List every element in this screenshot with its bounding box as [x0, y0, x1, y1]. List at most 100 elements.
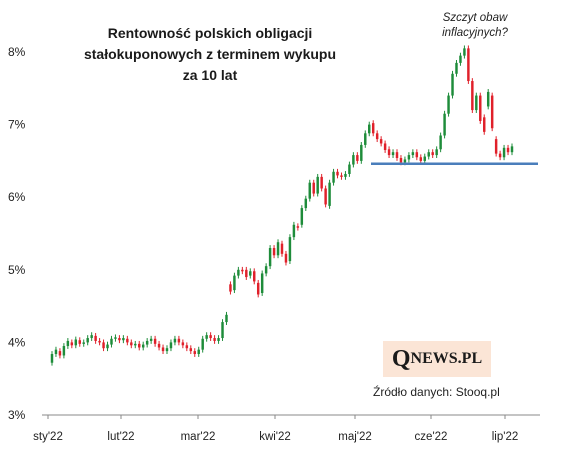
candle-body: [423, 156, 426, 161]
candle-body: [241, 269, 244, 272]
title-line-3: za 10 lat: [182, 67, 238, 83]
x-tick-label: kwi'22: [259, 431, 291, 443]
candle-body: [138, 343, 141, 348]
candle-body: [395, 152, 399, 158]
candle-body: [205, 335, 208, 339]
y-tick-label: 7%: [8, 118, 26, 132]
candle-body: [249, 271, 252, 276]
candle-body: [245, 269, 248, 278]
candle-body: [447, 95, 450, 114]
candle-body: [54, 349, 58, 355]
candle-body: [506, 147, 510, 153]
candle-body: [70, 342, 74, 346]
candle-body: [494, 139, 498, 154]
candle-body: [276, 242, 280, 256]
candle-body: [153, 338, 157, 344]
candle-body: [260, 273, 264, 294]
candle-body: [328, 182, 331, 206]
candle-body: [403, 159, 407, 163]
candle-body: [383, 143, 387, 151]
candle-body: [74, 339, 78, 346]
candle-body: [316, 176, 319, 194]
candle-body: [348, 164, 351, 174]
candle-body: [106, 344, 109, 349]
candle-body: [221, 322, 224, 339]
candle-body: [161, 347, 165, 352]
x-tick-label: mar'22: [181, 431, 216, 443]
candle-body: [443, 113, 446, 136]
candle-body: [312, 182, 315, 194]
chart-title: Rentowność polskich obligacji stałokupon…: [60, 23, 360, 86]
x-tick-label: sty'22: [33, 431, 63, 443]
candle-body: [459, 55, 462, 63]
candlestick-series: [50, 45, 514, 366]
candle-body: [368, 124, 371, 134]
candle-body: [471, 81, 474, 111]
candle-body: [82, 342, 85, 344]
candle-body: [253, 271, 256, 282]
candle-body: [288, 237, 292, 262]
candle-body: [399, 157, 403, 163]
candle-body: [490, 95, 494, 129]
y-tick-label: 5%: [8, 263, 26, 277]
candle-body: [264, 266, 268, 274]
y-tick-label: 4%: [8, 335, 26, 349]
candle-body: [189, 348, 193, 352]
candle-body: [102, 342, 105, 349]
candle-body: [336, 171, 339, 176]
candle-body: [50, 354, 54, 363]
candle-body: [169, 342, 173, 349]
candle-body: [134, 343, 137, 346]
candle-body: [145, 340, 149, 345]
y-tick-label: 6%: [8, 190, 26, 204]
candle-body: [280, 243, 284, 254]
candle-body: [419, 157, 423, 161]
candle-body: [225, 314, 228, 323]
candle-body: [165, 348, 169, 352]
candle-body: [344, 173, 347, 177]
annotation-line-2: inflacyjnych?: [442, 27, 508, 39]
candle-body: [284, 253, 288, 263]
candle-body: [324, 188, 327, 205]
candle-body: [364, 133, 367, 145]
candle-body: [340, 175, 343, 177]
candle-body: [439, 135, 442, 150]
candle-body: [193, 351, 196, 355]
x-tick-label: maj'22: [338, 431, 372, 443]
candle-body: [209, 335, 212, 339]
candle-body: [126, 338, 129, 343]
candle-body: [435, 149, 438, 156]
candle-body: [510, 146, 514, 153]
candle-body: [237, 269, 240, 276]
candle-body: [300, 208, 304, 225]
candle-body: [114, 337, 117, 339]
logo-initial: Q: [391, 345, 411, 372]
candle-body: [455, 62, 458, 74]
candle-body: [66, 340, 70, 347]
candle-body: [360, 144, 363, 161]
candle-body: [201, 338, 204, 350]
x-tick-label: cze'22: [415, 431, 448, 443]
candle-body: [427, 152, 430, 157]
candle-body: [229, 284, 232, 292]
data-source-label: Źródło danych: Stooq.pl: [373, 385, 500, 399]
candle-body: [62, 346, 66, 356]
candle-body: [463, 48, 466, 56]
peak-annotation: Szczyt obaw inflacyjnych?: [420, 11, 530, 41]
candle-body: [213, 338, 216, 341]
candle-body: [78, 340, 81, 344]
candle-body: [58, 351, 62, 356]
candle-body: [268, 248, 272, 267]
title-line-1: Rentowność polskich obligacji: [107, 25, 313, 41]
candle-body: [391, 152, 395, 156]
candle-body: [375, 133, 379, 140]
candle-body: [177, 338, 181, 343]
candle-body: [272, 248, 276, 256]
title-line-2: stałokuponowych z terminem wykupu: [83, 46, 337, 62]
candle-body: [130, 342, 133, 346]
candle-body: [185, 345, 189, 349]
candle-body: [141, 344, 145, 348]
candle-body: [502, 147, 506, 158]
candle-body: [292, 224, 296, 238]
y-tick-label: 8%: [8, 45, 26, 59]
